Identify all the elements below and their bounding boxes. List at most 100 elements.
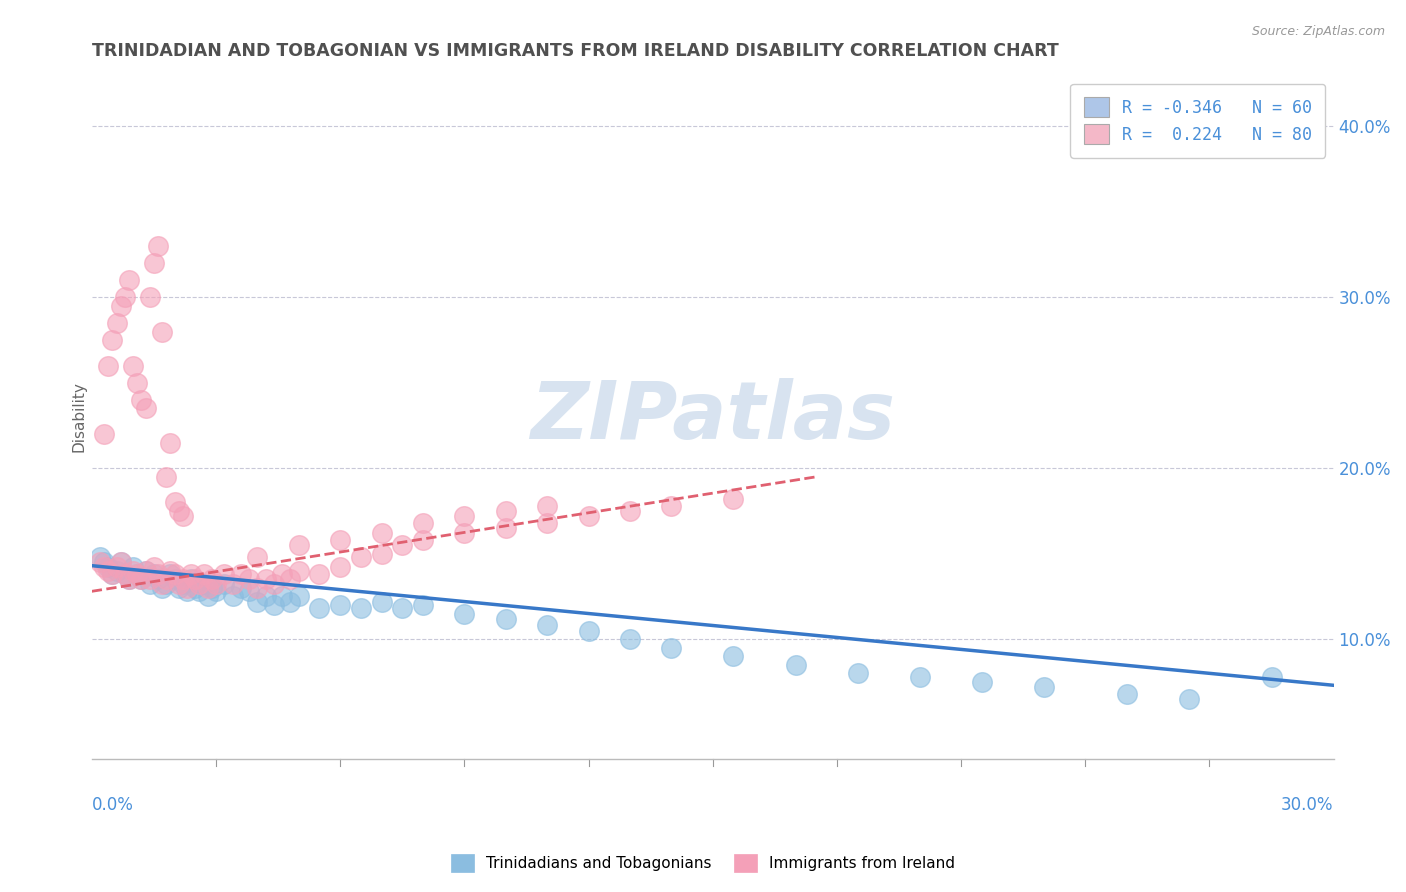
Point [619,632,641,647]
Point [846,666,869,681]
Point [350,601,373,615]
Point [93,560,115,574]
Point [197,590,219,604]
Point [1115,687,1137,701]
Point [101,567,124,582]
Point [308,601,330,615]
Point [723,491,745,506]
Point [221,590,243,604]
Text: ZIPatlas: ZIPatlas [530,378,896,456]
Point [350,550,373,565]
Point [127,567,149,582]
Point [254,590,277,604]
Point [193,567,215,582]
Point [193,577,215,591]
Point [114,567,136,582]
Point [536,499,558,513]
Point [659,499,682,513]
Point [308,567,330,582]
Point [89,555,111,569]
Point [176,581,198,595]
Point [287,538,309,552]
Point [150,581,173,595]
Point [246,550,269,565]
Point [155,572,177,586]
Point [150,325,173,339]
Point [172,572,194,586]
Point [578,509,600,524]
Text: Source: ZipAtlas.com: Source: ZipAtlas.com [1251,25,1385,38]
Point [97,560,120,574]
Point [970,674,993,689]
Point [263,598,285,612]
Point [271,590,294,604]
Point [135,564,157,578]
Point [142,256,165,270]
Point [391,538,413,552]
Point [908,670,931,684]
Point [89,550,111,565]
Point [127,567,149,582]
Point [536,618,558,632]
Point [118,572,141,586]
Point [180,572,202,586]
Point [184,581,207,595]
Point [619,504,641,518]
Point [412,516,434,530]
Point [167,504,190,518]
Point [246,594,269,608]
Point [122,564,145,578]
Point [453,509,475,524]
Point [287,590,309,604]
Point [214,567,236,582]
Point [238,584,260,599]
Point [163,495,186,509]
Point [246,581,269,595]
Point [329,560,352,574]
Point [139,572,162,586]
Point [1177,692,1199,706]
Point [214,577,236,591]
Point [167,581,190,595]
Point [155,577,177,591]
Point [197,581,219,595]
Point [139,577,162,591]
Point [105,316,128,330]
Point [131,572,153,586]
Point [131,572,153,586]
Point [172,509,194,524]
Point [167,577,190,591]
Point [146,239,169,253]
Point [201,581,224,595]
Point [118,572,141,586]
Point [93,427,115,442]
Point [370,594,392,608]
Point [188,584,211,599]
Point [1260,670,1282,684]
Point [536,516,558,530]
Text: 30.0%: 30.0% [1281,797,1334,814]
Point [412,598,434,612]
Point [93,555,115,569]
Point [101,333,124,347]
Point [105,560,128,574]
Point [271,567,294,582]
Point [391,601,413,615]
Point [453,526,475,541]
Point [578,624,600,638]
Point [221,577,243,591]
Point [172,577,194,591]
Point [188,577,211,591]
Point [1032,680,1054,694]
Legend: R = -0.346   N = 60, R =  0.224   N = 80: R = -0.346 N = 60, R = 0.224 N = 80 [1070,84,1326,158]
Point [159,435,181,450]
Point [495,612,517,626]
Point [723,649,745,664]
Point [131,392,153,407]
Point [110,299,132,313]
Point [659,640,682,655]
Point [142,560,165,574]
Point [176,584,198,599]
Point [114,290,136,304]
Point [142,567,165,582]
